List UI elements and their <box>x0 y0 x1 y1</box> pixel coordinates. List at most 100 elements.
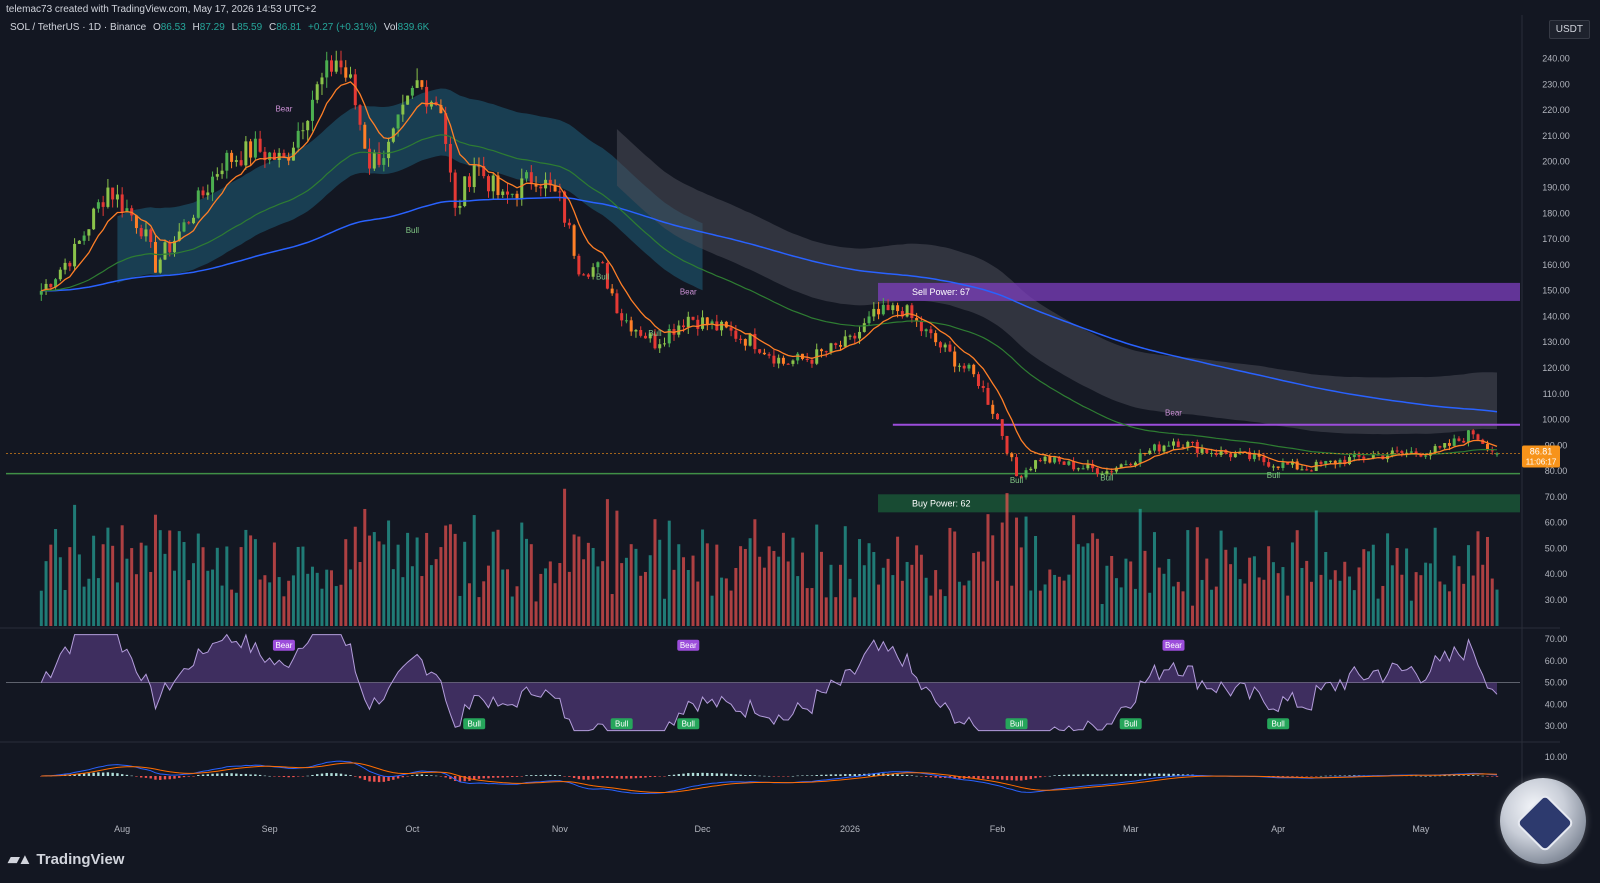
volume-bar <box>463 541 467 626</box>
volume-bar <box>1352 590 1356 626</box>
macd-histogram-bar <box>1110 774 1113 776</box>
volume-bar <box>44 561 48 626</box>
volume-bar <box>1229 564 1233 626</box>
volume-bar <box>586 542 590 626</box>
volume-bar <box>572 534 576 626</box>
macd-histogram-bar <box>796 775 799 777</box>
volume-bar <box>368 535 372 626</box>
candle <box>96 199 100 213</box>
candle <box>1152 443 1156 453</box>
macd-histogram-bar <box>1015 776 1018 781</box>
macd-histogram-bar <box>387 776 390 781</box>
candle <box>1053 456 1057 465</box>
volume-bar <box>1314 510 1318 626</box>
candle <box>1309 469 1313 472</box>
candle <box>182 219 186 233</box>
candle <box>1038 457 1042 463</box>
rsi-bear-label: Bear <box>1165 641 1182 650</box>
volume-bar <box>182 542 186 626</box>
macd-histogram-bar <box>1129 774 1132 776</box>
bull-divergence-label: Bull <box>648 329 662 338</box>
candle <box>1148 448 1152 456</box>
candle <box>624 313 628 324</box>
candle <box>1257 449 1261 461</box>
macd-histogram-bar <box>1452 775 1456 776</box>
macd-histogram-bar <box>1343 775 1346 777</box>
candle <box>401 94 405 122</box>
macd-histogram-bar <box>301 776 305 777</box>
macd-histogram-bar <box>563 776 566 777</box>
volume-bar <box>1457 566 1461 626</box>
volume-bar <box>624 557 628 626</box>
macd-histogram-bar <box>458 776 462 782</box>
volume-bar <box>1048 569 1052 626</box>
macd-histogram-bar <box>1481 775 1484 777</box>
current-price-badge <box>1522 445 1560 468</box>
candle <box>1181 444 1185 449</box>
macd-histogram-bar <box>1048 775 1052 777</box>
rsi-bull-tag <box>1119 718 1142 730</box>
volume-bar <box>310 566 314 626</box>
volume-bar <box>967 580 971 626</box>
change-value: +0.27 (+0.31%) <box>308 22 377 33</box>
volume-bar <box>1490 578 1494 626</box>
volume-bar <box>724 578 728 626</box>
rsi-bear-tag <box>272 639 295 651</box>
macd-histogram-bar <box>163 776 167 780</box>
volume-bar <box>482 581 486 626</box>
bull-divergence-label: Bull <box>596 272 610 281</box>
volume-bar <box>301 546 305 626</box>
macd-histogram-bar <box>258 774 262 776</box>
volume-pane <box>39 488 1499 626</box>
volume-bar <box>858 539 862 626</box>
candle <box>791 359 795 367</box>
candle <box>234 155 238 167</box>
bull-divergence-label: Bull <box>406 226 420 235</box>
candle <box>287 152 291 166</box>
macd-histogram-bar <box>668 775 671 776</box>
volume-bar <box>853 597 857 626</box>
volume-bar <box>715 544 719 626</box>
symbol-pair[interactable]: SOL / TetherUS · 1D · Binance <box>10 22 147 33</box>
volume-bar <box>1000 522 1004 626</box>
macd-histogram-bar <box>1077 774 1080 776</box>
macd-histogram-bar <box>991 776 994 780</box>
volume-bar <box>1390 565 1394 626</box>
symbol-legend[interactable]: SOL / TetherUS · 1D · Binance O86.53 H87… <box>10 22 429 33</box>
candle <box>58 267 62 282</box>
volume-bar <box>501 569 505 626</box>
candle <box>1167 441 1171 447</box>
volume-bar <box>929 595 933 626</box>
macd-histogram-bar <box>977 776 980 779</box>
candle <box>1062 460 1066 465</box>
volume-bar <box>391 569 395 626</box>
macd-histogram-bar <box>1310 776 1313 777</box>
volume-bar <box>643 571 647 626</box>
candle <box>567 218 571 229</box>
currency-badge[interactable]: USDT <box>1548 20 1590 39</box>
price-pane <box>6 50 1520 513</box>
volume-bar <box>177 531 181 626</box>
volume-bar <box>672 569 676 626</box>
macd-histogram-bar <box>201 774 205 776</box>
volume-bar <box>1210 589 1214 626</box>
price-tick-label: 180.00 <box>1542 208 1570 218</box>
macd-histogram-bar <box>316 774 319 776</box>
candle <box>368 138 372 175</box>
bull-divergence-label: Bull <box>1010 476 1024 485</box>
macd-histogram-bar <box>1058 774 1061 776</box>
macd-histogram-bar <box>87 773 91 776</box>
macd-histogram-bar <box>720 773 723 776</box>
bull-divergence-label: Bull <box>1267 471 1281 480</box>
volume-bar <box>1200 579 1204 626</box>
tradingview-logo[interactable]: ▰▲ TradingView <box>8 850 124 869</box>
price-tick-label: 90.00 <box>1545 440 1568 450</box>
macd-histogram-bar <box>1043 776 1047 777</box>
volume-bar <box>134 574 138 626</box>
macd-histogram-bar <box>810 775 814 776</box>
macd-histogram-bar <box>135 776 138 777</box>
volume-bar <box>1357 567 1361 626</box>
volume-bar <box>553 583 557 626</box>
